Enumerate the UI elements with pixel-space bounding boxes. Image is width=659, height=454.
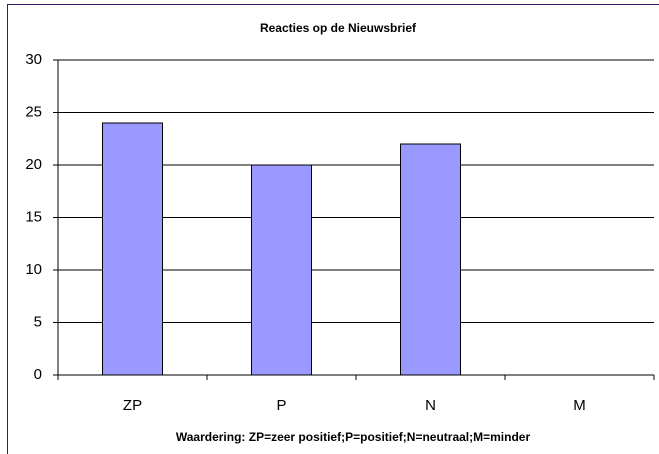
x-tick-label: P	[276, 397, 286, 414]
y-tick-label: 5	[34, 313, 42, 330]
y-tick-label: 25	[25, 103, 42, 120]
y-tick-label: 10	[25, 261, 42, 278]
x-axis-label: Waardering: ZP=zeer positief;P=positief;…	[176, 430, 531, 444]
y-tick-label: 0	[34, 366, 42, 383]
bar	[400, 143, 461, 376]
y-tick-label: 30	[25, 51, 42, 68]
y-tick-label: 20	[25, 156, 42, 173]
bar	[102, 122, 163, 376]
bar	[251, 164, 312, 376]
x-tick-label: M	[573, 397, 586, 414]
x-tick-label: N	[425, 397, 436, 414]
y-tick-label: 15	[25, 208, 42, 225]
x-tick-label: ZP	[123, 397, 142, 414]
chart-title: Reacties op de Nieuwsbrief	[260, 21, 417, 35]
